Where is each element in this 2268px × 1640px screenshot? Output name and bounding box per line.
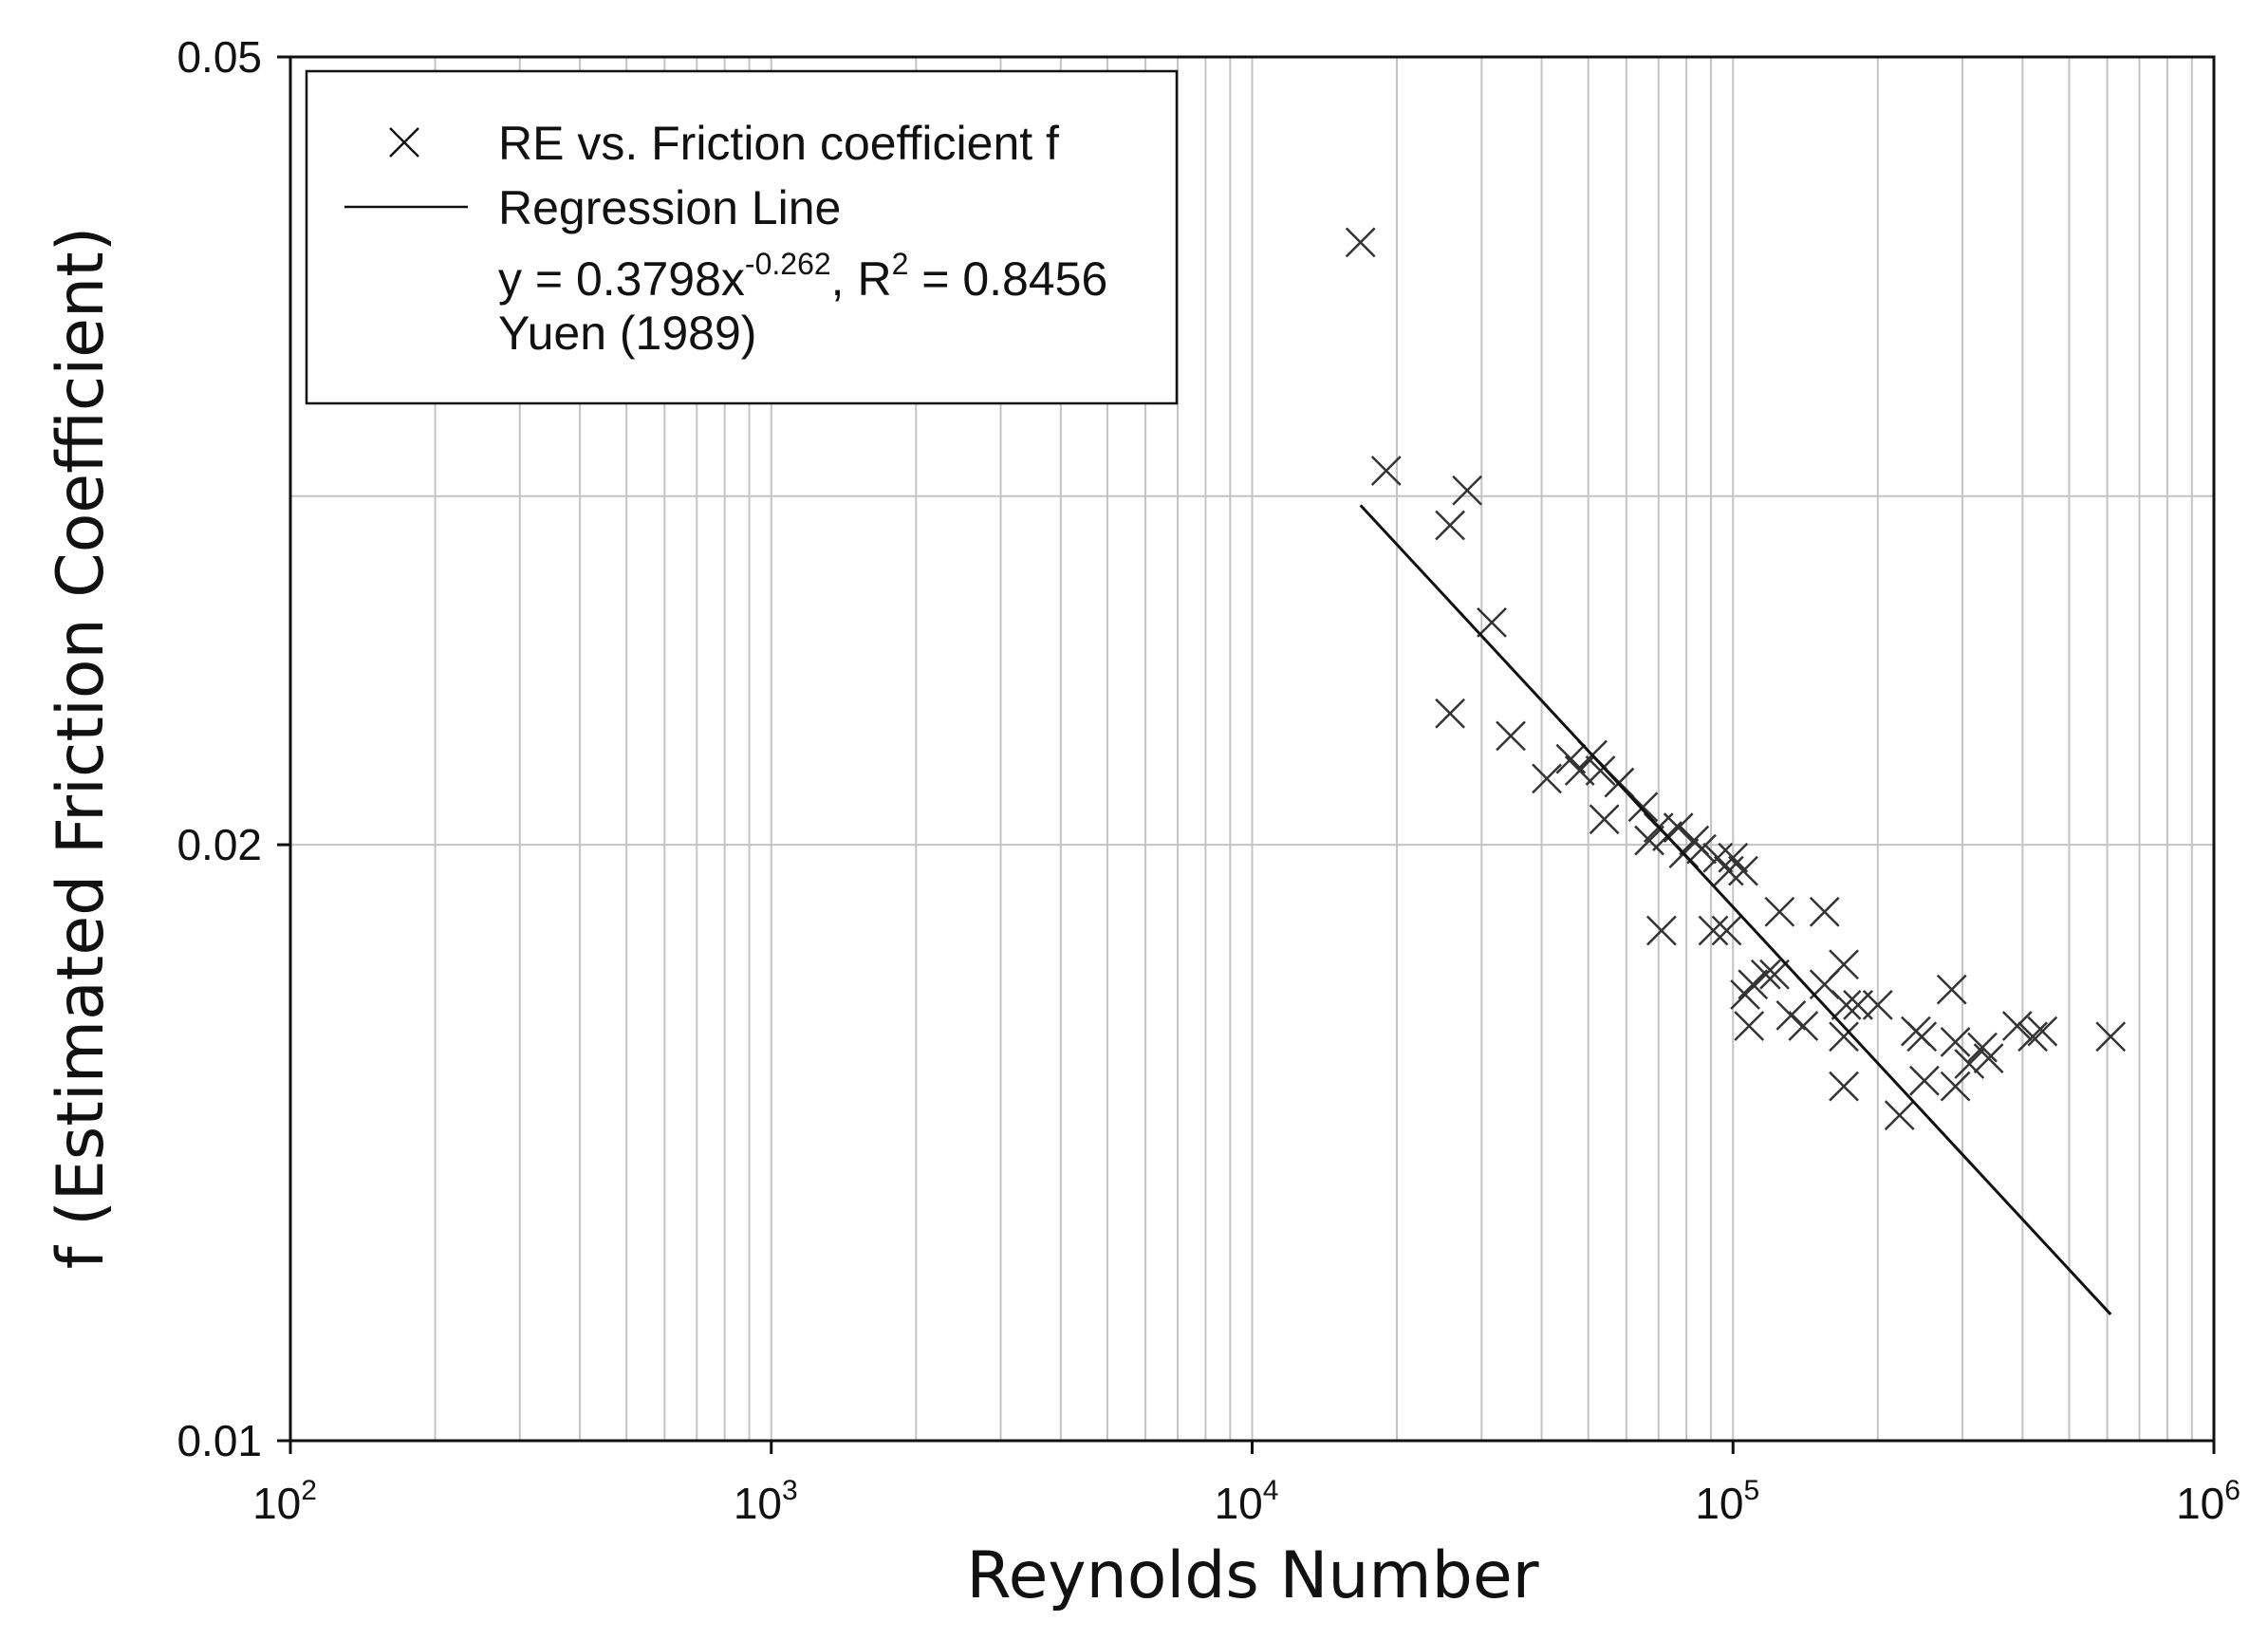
data-point <box>1645 915 1677 946</box>
legend: RE vs. Friction coefficient f Regression… <box>305 69 1179 405</box>
data-point <box>1775 999 1807 1031</box>
data-point <box>1906 1021 1938 1053</box>
data-point <box>1435 510 1465 541</box>
data-point <box>1973 1043 2004 1074</box>
legend-equation: y = 0.3798x-0.262, R2 = 0.8456 <box>498 247 1107 306</box>
data-point <box>1702 842 1734 873</box>
data-point <box>1532 763 1562 794</box>
data-point <box>1711 915 1742 946</box>
x-tick-label: 104 <box>1215 1475 1279 1528</box>
data-point <box>1634 825 1664 856</box>
data-point <box>2017 1021 2048 1053</box>
axis-ticks <box>277 55 2216 1454</box>
regression-line <box>1359 504 2112 1315</box>
legend-source: Yuen (1989) <box>498 307 756 360</box>
y-axis-title: f (Estimated Friction Coefficient) <box>44 227 119 1270</box>
equation-exponent: -0.262 <box>745 247 831 281</box>
equation-suffix: = 0.8456 <box>908 252 1107 306</box>
data-point <box>1936 974 1967 1005</box>
data-point <box>1627 792 1659 823</box>
data-point <box>1788 1011 1819 1041</box>
data-point <box>1967 1032 1998 1063</box>
data-point <box>1589 804 1620 835</box>
data-point <box>1730 979 1760 1010</box>
x-tick-label: 106 <box>2176 1475 2240 1528</box>
data-point <box>2095 1021 2127 1053</box>
data-points <box>1345 227 2127 1131</box>
y-tick-label: 0.02 <box>177 820 262 869</box>
data-point <box>1477 607 1507 638</box>
data-point <box>1585 755 1616 786</box>
equation-r2-exponent: 2 <box>892 247 909 281</box>
data-point <box>1829 1021 1859 1053</box>
data-point <box>1452 475 1482 506</box>
data-point <box>1909 1065 1940 1096</box>
data-point <box>2001 1011 2033 1041</box>
data-point <box>1809 896 1840 927</box>
equation-prefix: y = 0.3798x <box>498 252 745 306</box>
x-axis-title: Reynolds Number <box>966 1538 1538 1613</box>
legend-label-regression: Regression Line <box>498 181 841 234</box>
data-point <box>1829 949 1859 980</box>
data-point <box>1862 989 1893 1020</box>
data-point <box>1954 1049 1985 1079</box>
data-point <box>1940 1027 1971 1057</box>
x-tick-label: 105 <box>1695 1475 1759 1528</box>
data-point <box>1564 755 1595 786</box>
data-point <box>1370 456 1402 486</box>
legend-box <box>305 69 1179 405</box>
equation-middle: , R <box>831 252 892 306</box>
data-point <box>1764 896 1795 927</box>
data-point <box>1829 1071 1859 1102</box>
data-point <box>1940 1071 1971 1102</box>
data-point <box>1759 959 1790 990</box>
x-tick-label: 103 <box>734 1475 798 1528</box>
data-point <box>1728 855 1758 886</box>
x-tick-label: 102 <box>252 1475 317 1528</box>
legend-x-marker-icon <box>389 127 419 158</box>
y-tick-label: 0.01 <box>177 1416 262 1465</box>
data-point <box>1496 720 1526 752</box>
y-tick-label: 0.05 <box>177 32 262 82</box>
tick-labels: 102 103 104 105 106 0.05 0.02 0.01 <box>177 32 2240 1528</box>
data-point <box>1435 698 1465 729</box>
data-point <box>1345 227 1376 258</box>
legend-label-scatter: RE vs. Friction coefficient f <box>498 117 1059 170</box>
data-point <box>1698 915 1729 946</box>
data-point <box>1686 833 1717 865</box>
data-point <box>2027 1016 2058 1047</box>
data-point <box>1734 1011 1765 1041</box>
data-point <box>1713 855 1744 886</box>
data-point <box>1831 989 1862 1020</box>
data-point <box>1884 1100 1915 1131</box>
